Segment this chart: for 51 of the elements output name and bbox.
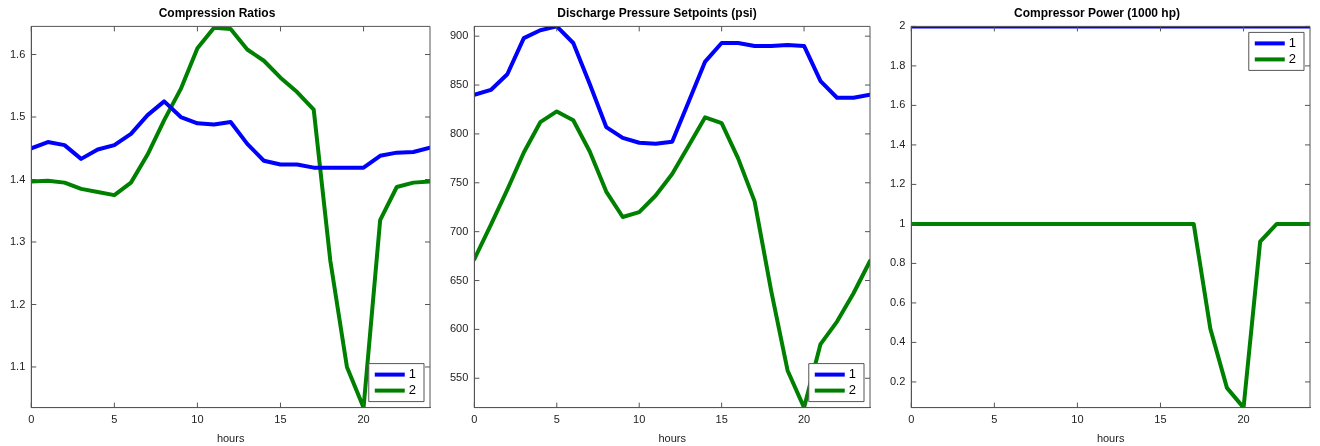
y-tick-label: 1: [899, 216, 906, 229]
y-tick-label: 750: [449, 175, 469, 188]
y-tick-label: 1.6: [889, 98, 906, 111]
legend-label: 2: [408, 382, 416, 398]
x-axis-title: hours: [216, 432, 245, 445]
x-axis-title: hours: [658, 432, 687, 445]
x-axis-title: hours: [1096, 432, 1125, 445]
x-tick-label: 5: [991, 413, 998, 426]
x-tick-label: 0: [28, 413, 35, 426]
chart-title: Discharge Pressure Setpoints (psi): [557, 5, 757, 20]
y-tick-label: 0.4: [889, 335, 906, 348]
y-tick-label: 1.2: [9, 297, 26, 310]
y-tick-label: 700: [449, 224, 469, 237]
legend-label: 1: [408, 366, 416, 382]
y-tick-label: 0.6: [889, 295, 906, 308]
y-tick-label: 2: [899, 19, 906, 32]
y-tick-label: 0.2: [889, 374, 906, 387]
legend-label: 2: [848, 382, 856, 398]
x-tick-label: 5: [553, 413, 560, 426]
y-tick-label: 900: [449, 29, 469, 42]
x-tick-label: 10: [1071, 413, 1084, 426]
x-tick-label: 20: [1237, 413, 1250, 426]
chart-title: Compression Ratios: [158, 5, 276, 20]
chart-title: Compressor Power (1000 hp): [1013, 5, 1181, 20]
legend-label: 2: [1288, 50, 1296, 66]
x-tick-label: 5: [111, 413, 118, 426]
x-tick-label: 10: [633, 413, 646, 426]
y-tick-label: 800: [449, 126, 469, 139]
x-tick-label: 20: [797, 413, 811, 426]
y-tick-label: 650: [449, 273, 469, 286]
y-tick-label: 1.2: [889, 177, 906, 190]
y-tick-label: 1.4: [9, 172, 26, 185]
y-tick-label: 0.8: [889, 256, 906, 269]
y-tick-label: 1.3: [9, 235, 26, 248]
x-tick-label: 15: [715, 413, 728, 426]
y-tick-label: 1.5: [9, 110, 26, 123]
x-tick-label: 10: [191, 413, 204, 426]
x-tick-label: 15: [1154, 413, 1167, 426]
legend-label: 1: [1288, 34, 1296, 50]
y-tick-label: 1.8: [889, 58, 906, 71]
y-tick-label: 600: [449, 322, 469, 335]
y-tick-label: 1.4: [889, 137, 906, 150]
y-tick-label: 1.6: [9, 47, 26, 60]
x-tick-label: 15: [274, 413, 287, 426]
x-tick-label: 20: [357, 413, 370, 426]
y-tick-label: 850: [449, 78, 469, 91]
y-tick-label: 1.1: [9, 360, 26, 373]
x-tick-label: 0: [908, 413, 915, 426]
legend-label: 1: [848, 366, 856, 382]
x-tick-label: 0: [471, 413, 478, 426]
y-tick-label: 550: [449, 371, 469, 384]
